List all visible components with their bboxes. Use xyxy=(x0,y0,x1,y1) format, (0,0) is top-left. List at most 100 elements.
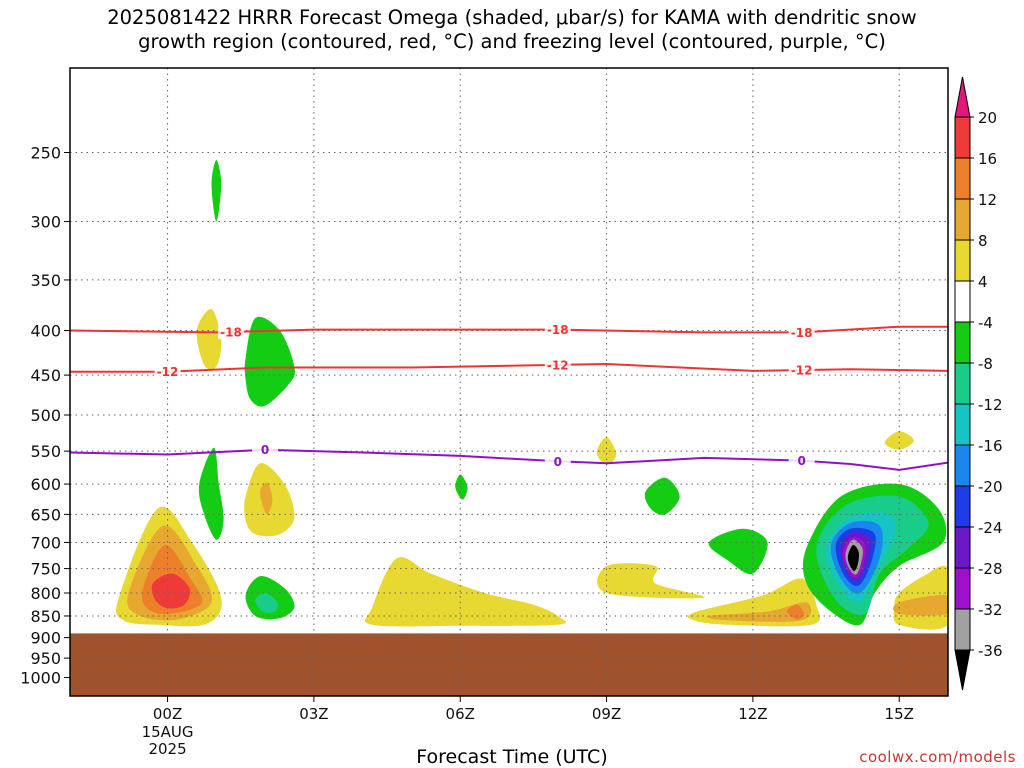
dgz-contour-label-1-2: -12 xyxy=(791,364,813,378)
omega-region-30 xyxy=(893,595,948,616)
omega-region-9 xyxy=(198,447,224,540)
colorbar-bin-11 xyxy=(954,526,971,569)
y-tick-label-800: 800 xyxy=(30,584,61,603)
colorbar-label-2: 12 xyxy=(978,191,997,209)
omega-region-13 xyxy=(644,477,680,515)
dgz-contour-label-bg-0-2 xyxy=(788,325,815,340)
x-axis-label: Forecast Time (UTC) xyxy=(416,746,608,768)
y-tick-label-250: 250 xyxy=(30,144,61,163)
y-tick-label-550: 550 xyxy=(30,442,61,461)
y-tick-label-900: 900 xyxy=(30,629,61,648)
y-tick-label-850: 850 xyxy=(30,607,61,626)
x-tick-sublabel-1: 2025 xyxy=(148,740,186,758)
y-tick-label-1000: 1000 xyxy=(20,669,61,688)
y-tick-label-700: 700 xyxy=(30,533,61,552)
x-tick-label-12Z: 12Z xyxy=(738,705,767,723)
colorbar-label-11: -28 xyxy=(978,560,1003,578)
colorbar-label-8: -16 xyxy=(978,437,1003,455)
dgz-contour-label-bg-1-1 xyxy=(544,357,571,372)
colorbar-label-6: -8 xyxy=(978,355,993,373)
dgz-contour-label-bg-0-1 xyxy=(544,322,571,337)
dgz-contour-label-0-2: -18 xyxy=(791,326,813,340)
omega-region-12 xyxy=(455,474,468,500)
colorbar-bin-8 xyxy=(954,403,971,446)
colorbar-bin-4 xyxy=(954,239,971,282)
omega-colorbar: 20 16 12 8 4 -4 -8 -12 -16 -20 -24 -28 -32 -36 xyxy=(954,76,1003,691)
y-tick-label-300: 300 xyxy=(30,213,61,232)
colorbar-bin-10 xyxy=(954,485,971,528)
omega-region-32 xyxy=(884,431,914,450)
chart-title-line1: 2025081422 HRRR Forecast Omega (shaded, … xyxy=(107,6,917,29)
temperature-contours: -18 -18 -18 -12 -12 -12 0 0 0 xyxy=(70,322,948,471)
dgz-contour-label-bg-1-0 xyxy=(154,364,181,379)
y-tick-label-750: 750 xyxy=(30,560,61,579)
omega-shading xyxy=(116,160,948,630)
omega-region-8 xyxy=(244,316,295,407)
dgz-contour-line-1 xyxy=(70,362,948,373)
x-tick-label-00Z: 00Z xyxy=(153,705,182,723)
chart-title-line2: growth region (contoured, red, °C) and f… xyxy=(138,30,886,53)
x-tick-sublabel-0: 15AUG xyxy=(142,723,194,741)
colorbar-bin-7 xyxy=(954,362,971,405)
y-tick-label-400: 400 xyxy=(30,322,61,341)
colorbar-label-0: 20 xyxy=(978,109,997,127)
omega-region-6 xyxy=(260,482,273,515)
dgz-contour-label-0-1: -18 xyxy=(547,323,569,337)
x-tick-label-15Z: 15Z xyxy=(885,705,914,723)
y-tick-label-650: 650 xyxy=(30,505,61,524)
colorbar-bottom-arrow xyxy=(954,649,971,691)
freezing-level-label-bg-0-2 xyxy=(788,453,815,468)
colorbar-label-4: 4 xyxy=(978,273,988,291)
colorbar-label-9: -20 xyxy=(978,478,1003,496)
plot-frame xyxy=(69,67,949,697)
omega-region-16 xyxy=(597,563,706,599)
y-tick-label-950: 950 xyxy=(30,649,61,668)
omega-region-31 xyxy=(596,437,617,465)
omega-region-15 xyxy=(364,557,566,627)
colorbar-label-5: -4 xyxy=(978,314,993,332)
omega-region-28 xyxy=(847,545,860,572)
colorbar-bin-13 xyxy=(954,608,971,651)
colorbar-top-arrow xyxy=(954,76,971,118)
colorbar-label-12: -32 xyxy=(978,601,1003,619)
pressure-axis: 250 300 350 400 450 500 550 600 650 700 750 800 850 9… xyxy=(20,144,70,688)
dgz-contour-label-bg-1-2 xyxy=(788,363,815,378)
chart-title: 2025081422 HRRR Forecast Omega (shaded, … xyxy=(0,6,1024,54)
freezing-level-line-0 xyxy=(70,448,948,471)
colorbar-label-1: 16 xyxy=(978,150,997,168)
colorbar-bin-1 xyxy=(954,116,971,159)
colorbar-bin-2 xyxy=(954,157,971,200)
colorbar-bin-9 xyxy=(954,444,971,487)
y-tick-label-600: 600 xyxy=(30,475,61,494)
y-tick-label-450: 450 xyxy=(30,366,61,385)
omega-region-7 xyxy=(211,160,222,222)
colorbar-label-13: -36 xyxy=(978,642,1003,660)
omega-region-11 xyxy=(255,592,278,613)
omega-region-4 xyxy=(196,308,222,370)
x-tick-label-03Z: 03Z xyxy=(299,705,328,723)
omega-region-18 xyxy=(707,602,812,622)
y-tick-label-500: 500 xyxy=(30,406,61,425)
dgz-contour-label-bg-0-0 xyxy=(217,324,244,339)
colorbar-bin-5 xyxy=(954,280,971,323)
colorbar-label-3: 8 xyxy=(978,232,988,250)
colorbar-bin-3 xyxy=(954,198,971,241)
freezing-level-label-bg-0-1 xyxy=(544,454,571,469)
x-tick-label-06Z: 06Z xyxy=(446,705,475,723)
terrain-rect xyxy=(70,633,948,696)
credit-text: coolwx.com/models xyxy=(859,748,1016,766)
colorbar-bin-6 xyxy=(954,321,971,364)
omega-region-14 xyxy=(708,528,768,575)
colorbar-bin-12 xyxy=(954,567,971,610)
terrain-fill xyxy=(70,633,948,696)
dgz-contour-label-1-1: -12 xyxy=(547,358,569,372)
dgz-contour-label-1-0: -12 xyxy=(157,365,179,379)
freezing-level-label-0-1: 0 xyxy=(554,455,562,469)
colorbar-label-10: -24 xyxy=(978,519,1003,537)
colorbar-label-7: -12 xyxy=(978,396,1003,414)
freezing-level-label-bg-0-0 xyxy=(252,442,279,457)
freezing-level-label-0-0: 0 xyxy=(261,443,269,457)
dgz-contour-label-0-0: -18 xyxy=(220,325,242,339)
